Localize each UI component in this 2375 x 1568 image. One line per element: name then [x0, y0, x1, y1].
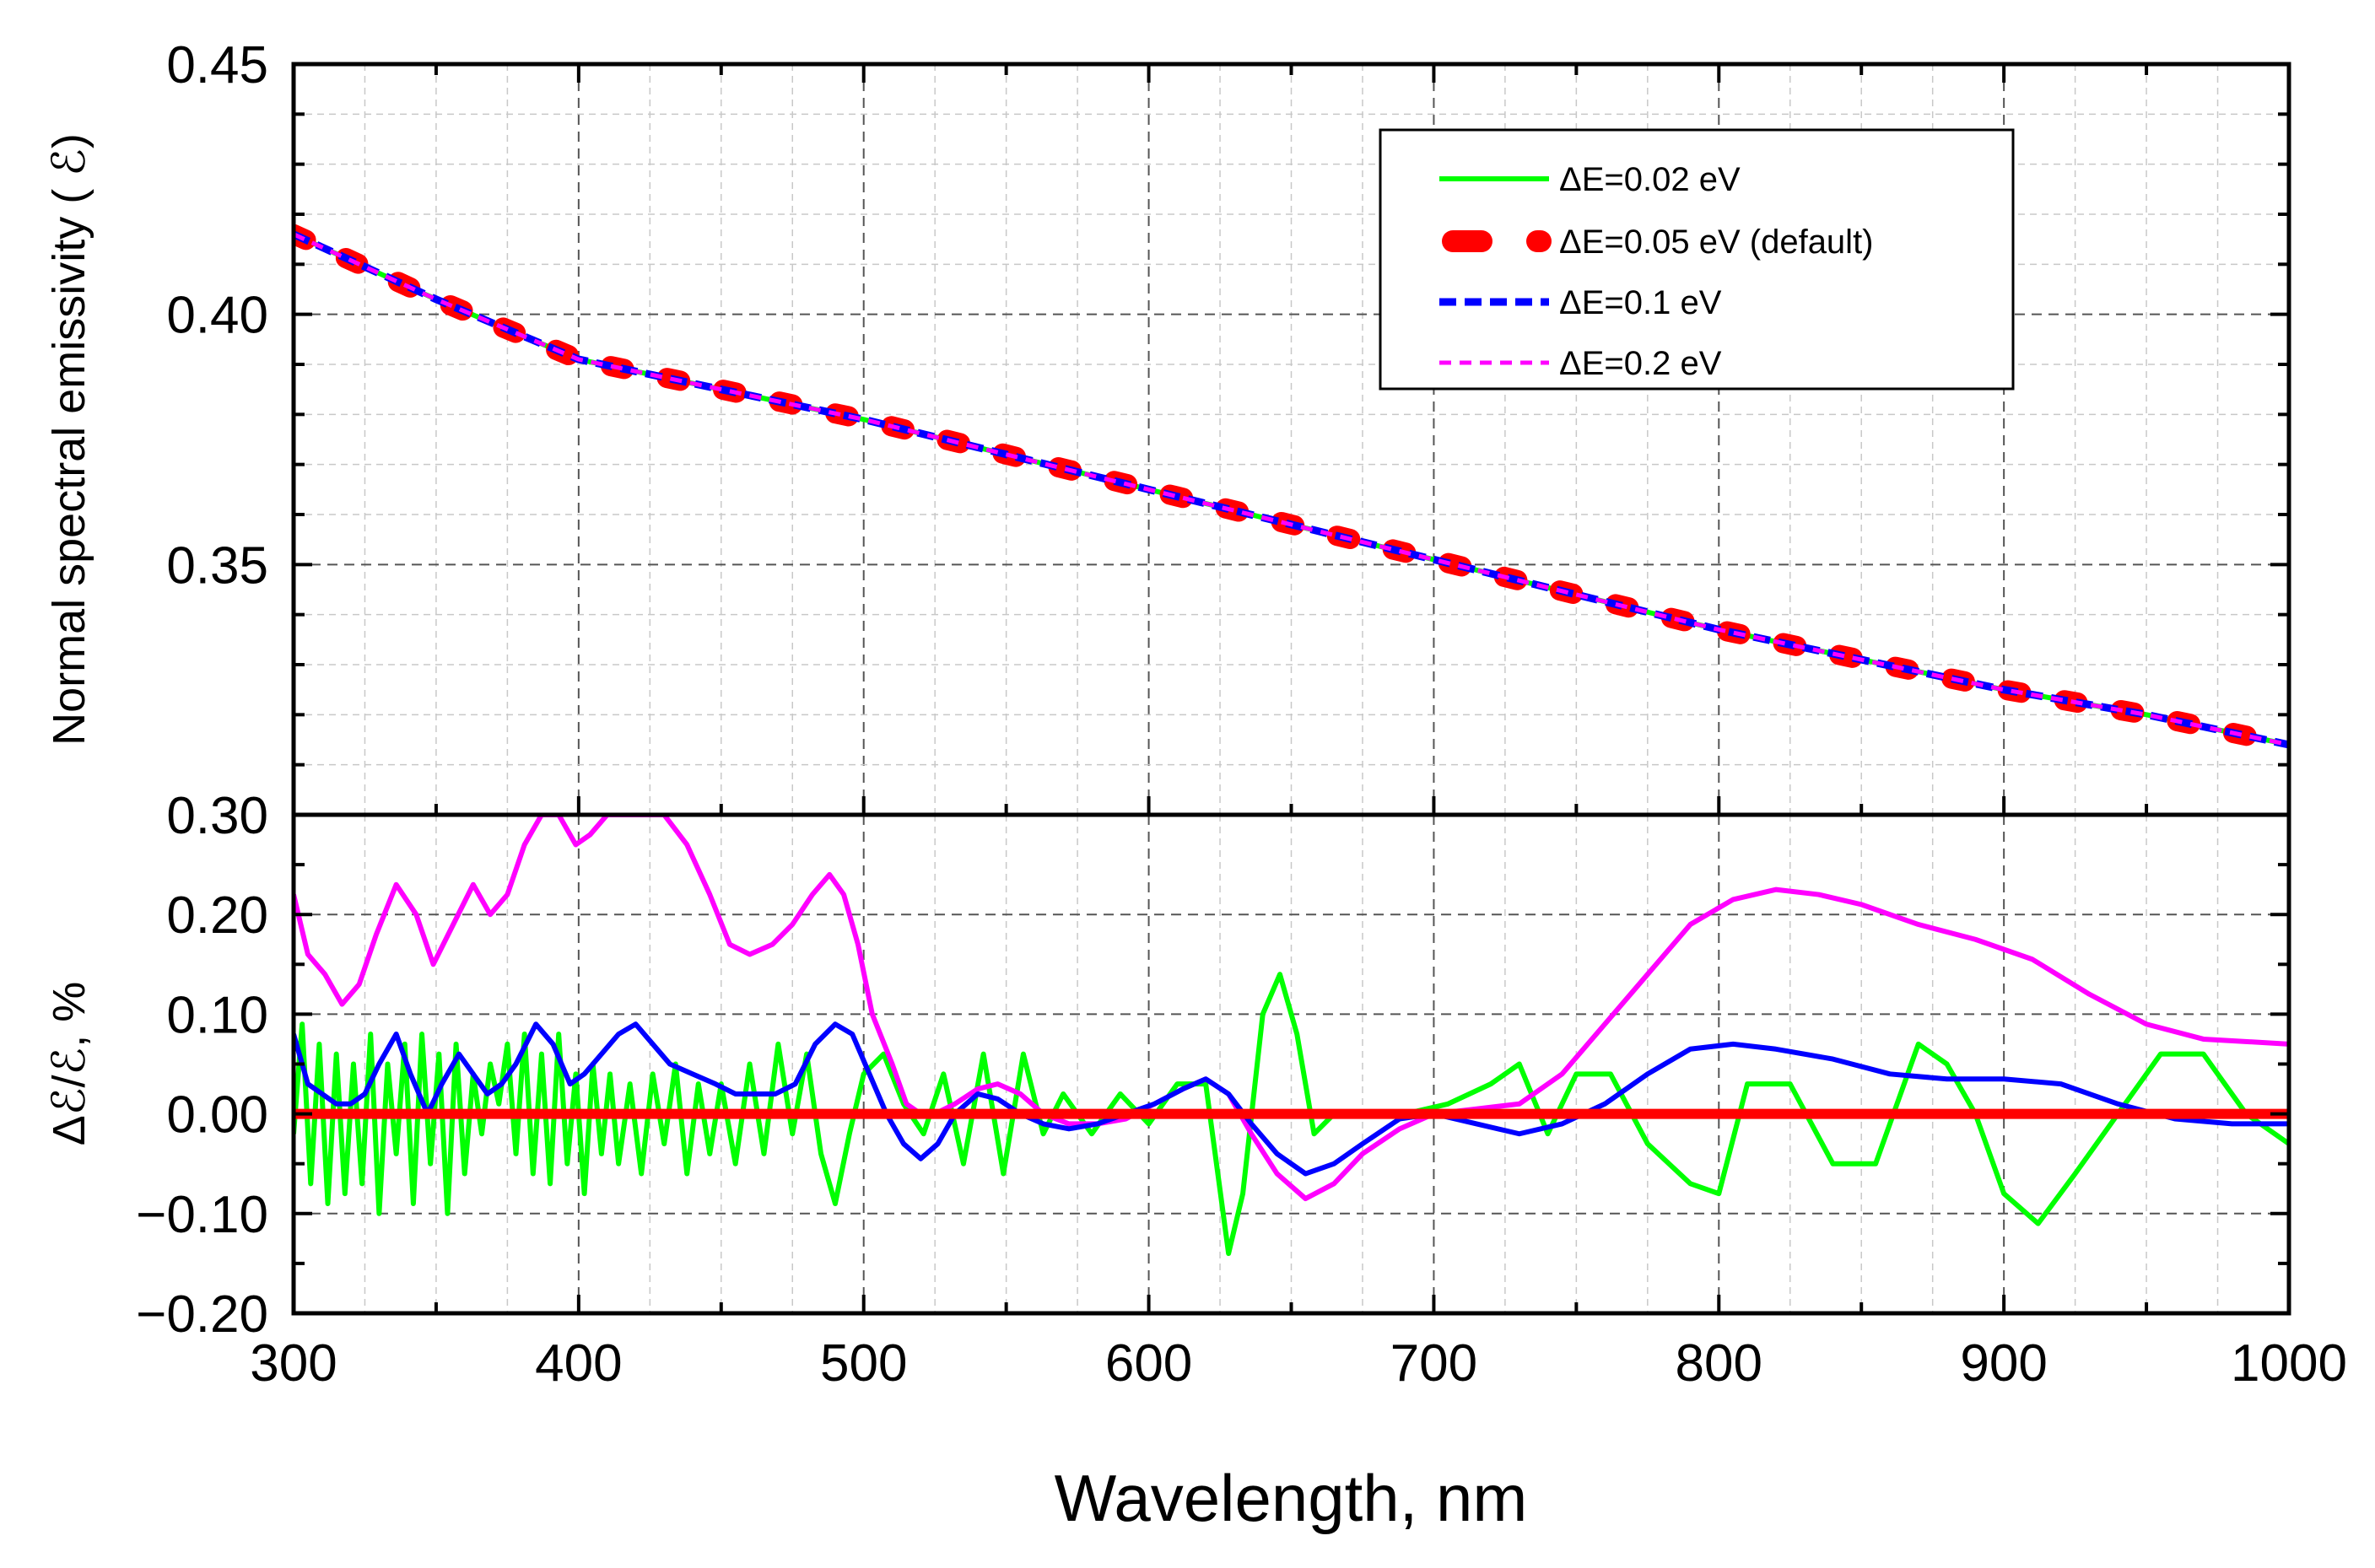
x-tick-label: 300: [250, 1334, 337, 1393]
tick-labels: 300 400 500 600 700 800 900 1000 0.30 0.35 0.40 0.4…: [136, 36, 2347, 1393]
x-tick-label: 700: [1390, 1334, 1477, 1393]
bottom-y-tick-label: −0.10: [136, 1186, 268, 1244]
top-series-line-3: [294, 232, 2289, 747]
x-tick-label: 500: [820, 1334, 907, 1393]
bottom-y-tick-label: 0.20: [166, 886, 268, 945]
legend-label-2: ΔE=0.1 eV: [1559, 284, 1722, 321]
x-tick-label: 800: [1676, 1334, 1762, 1393]
x-tick-label: 400: [535, 1334, 622, 1393]
bottom-y-tick-label: 0.00: [166, 1086, 268, 1145]
legend-box: [1379, 128, 2015, 391]
legend-label-1: ΔE=0.05 eV (default): [1559, 224, 1874, 261]
bottom-y-axis-title: Δℰ/ℰ, %: [44, 982, 94, 1145]
x-tick-label: 600: [1105, 1334, 1192, 1393]
legend-label-0: ΔE=0.02 eV: [1559, 161, 1741, 198]
top-y-tick-label: 0.45: [166, 36, 268, 94]
top-panel-series: [294, 224, 2289, 755]
top-y-tick-label: 0.40: [166, 287, 268, 345]
top-y-tick-label: 0.30: [166, 787, 268, 845]
x-tick-label: 1000: [2231, 1334, 2347, 1393]
legend: ΔE=0.02 eV ΔE=0.05 eV (default) ΔE=0.1 eV Δ…: [1379, 128, 2015, 391]
bottom-series-line-2: [294, 1021, 2289, 1177]
bottom-panel-series: [294, 815, 2289, 1257]
bottom-y-tick-label: 0.10: [166, 986, 268, 1044]
top-y-axis-title: Normal spectral emissivity ( ℰ): [44, 133, 94, 746]
x-axis-title: Wavelength, nm: [1055, 1461, 1528, 1535]
bottom-panel-frame: [291, 812, 2291, 1316]
legend-label-3: ΔE=0.2 eV: [1559, 345, 1722, 382]
bottom-y-tick-label: −0.20: [136, 1285, 268, 1344]
x-tick-label: 900: [1960, 1334, 2047, 1393]
top-y-tick-label: 0.35: [166, 536, 268, 595]
